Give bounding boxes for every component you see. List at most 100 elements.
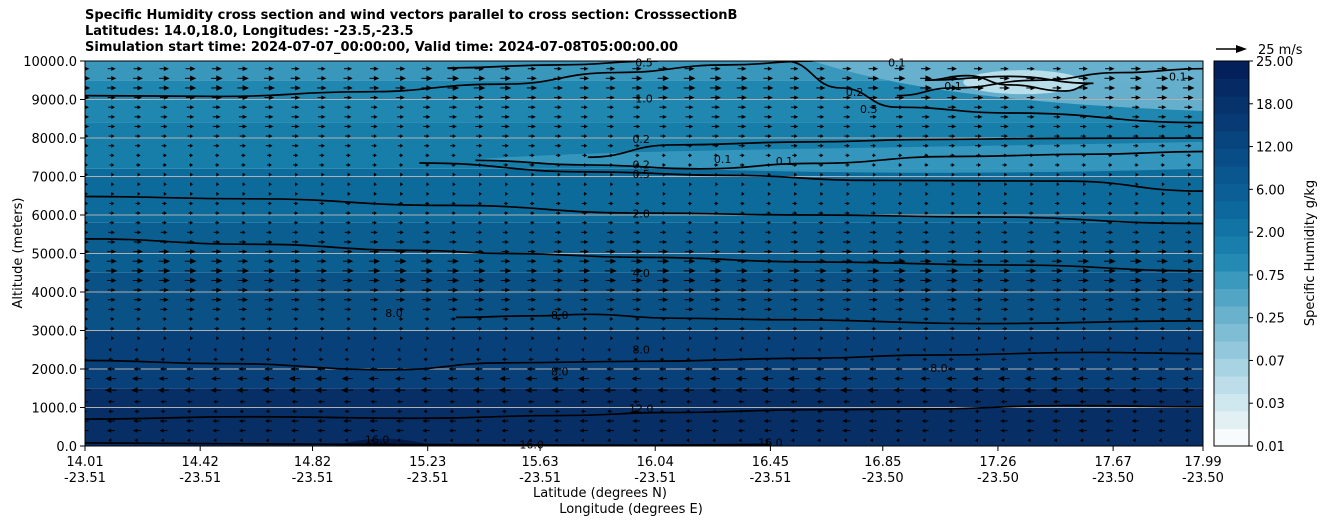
wind-arrow-head <box>160 438 164 443</box>
wind-arrow-head <box>712 438 716 443</box>
wind-arrow-head <box>212 418 217 423</box>
wind-arrow-head <box>526 366 532 372</box>
wind-arrow-head <box>1056 288 1062 293</box>
wind-arrow-head <box>764 347 768 352</box>
contour-label: 8.0 <box>551 309 569 322</box>
wind-arrow-head <box>557 239 562 244</box>
wind-arrow-head <box>1004 268 1011 274</box>
wind-arrow-head <box>531 114 536 119</box>
wind-arrow-head <box>1004 85 1010 91</box>
wind-arrow-head <box>1056 85 1062 91</box>
wind-arrow-head <box>478 287 485 293</box>
wind-arrow-head <box>997 387 1005 394</box>
wind-arrow-head <box>557 124 562 129</box>
wind-arrow-head <box>662 124 667 129</box>
wind-arrow-head <box>557 249 563 254</box>
wind-arrow-head <box>397 438 401 443</box>
wind-arrow-head <box>475 399 479 404</box>
wind-arrow-head <box>662 95 668 100</box>
wind-arrow-head <box>1004 211 1008 216</box>
wind-arrow-head <box>1056 239 1062 244</box>
wind-arrow-head <box>1030 201 1034 206</box>
wind-arrow-head <box>426 258 433 265</box>
wind-arrow-head <box>581 438 585 443</box>
wind-arrow-head <box>111 297 116 302</box>
wind-arrow-head <box>111 66 116 71</box>
wind-arrow-head <box>531 201 535 206</box>
wind-arrow-head <box>738 438 742 443</box>
wind-arrow-head <box>85 307 89 312</box>
wind-arrow-head <box>1083 287 1088 293</box>
wind-arrow-head <box>925 85 932 91</box>
wind-arrow-head <box>1188 249 1193 254</box>
wind-arrow-head <box>268 172 272 177</box>
wind-arrow-head <box>321 297 326 302</box>
wind-arrow-head <box>896 438 900 443</box>
y-axis: 0.01000.02000.03000.04000.05000.06000.07… <box>23 55 85 455</box>
wind-arrow-head <box>1188 95 1194 101</box>
wind-arrow-head <box>321 230 325 235</box>
wind-arrow-head <box>531 230 535 235</box>
wind-arrow-head <box>239 438 243 443</box>
wind-arrow-head <box>137 201 141 206</box>
wind-arrow-head <box>452 239 457 244</box>
wind-arrow-head <box>1161 162 1165 167</box>
wind-arrow-head <box>636 249 643 255</box>
wind-arrow-head <box>452 211 456 216</box>
wind-arrow-head <box>872 249 879 255</box>
wind-arrow-head <box>977 172 981 177</box>
wind-arrow-head <box>735 375 742 382</box>
wind-arrow-head <box>216 124 221 129</box>
wind-arrow-head <box>636 95 642 100</box>
wind-arrow-head <box>316 418 322 423</box>
wind-arrow-head <box>794 211 798 216</box>
wind-arrow-head <box>948 357 952 362</box>
wind-arrow-head <box>426 326 430 331</box>
wind-arrow-head <box>1135 162 1139 167</box>
y-tick-label: 5000.0 <box>32 248 78 263</box>
wind-arrow-head <box>846 220 850 225</box>
wind-arrow-head <box>977 277 984 283</box>
wind-arrow-head <box>531 336 535 341</box>
wind-arrow-head <box>741 239 746 244</box>
wind-arrow-head <box>426 277 433 284</box>
chart-title-line-2: Latitudes: 14.0,18.0, Longitudes: -23.5,… <box>85 24 414 39</box>
wind-arrow-head <box>633 438 637 443</box>
wind-arrow-head <box>689 75 696 82</box>
wind-arrow-head <box>922 409 926 414</box>
wind-arrow-head <box>662 134 666 139</box>
wind-arrow-head <box>85 278 91 283</box>
wind-arrow-head <box>584 172 588 177</box>
wind-arrow-head <box>111 249 117 254</box>
wind-arrow-head <box>295 75 301 81</box>
wind-arrow-head <box>478 191 482 196</box>
wind-arrow-head <box>190 153 194 158</box>
wind-arrow-head <box>163 66 169 72</box>
wind-arrow-head <box>85 326 88 331</box>
colorbar-swatch <box>1214 428 1249 447</box>
wind-arrow-head <box>295 201 299 206</box>
wind-arrow-head <box>137 316 141 321</box>
wind-arrow-head <box>505 307 510 312</box>
wind-arrow-head <box>137 307 142 312</box>
wind-arrow-head <box>1056 230 1061 235</box>
wind-arrow-head <box>948 418 952 423</box>
wind-arrow-head <box>216 172 220 177</box>
wind-arrow-head <box>163 230 168 235</box>
wind-arrow-head <box>813 387 821 394</box>
wind-arrow-head <box>137 267 145 274</box>
wind-arrow-head <box>85 220 88 225</box>
wind-arrow-head <box>505 85 512 91</box>
wind-arrow-head <box>295 268 301 274</box>
wind-arrow-head <box>531 191 535 196</box>
colorbar-swatch <box>1214 218 1249 237</box>
wind-arrow-head <box>473 376 479 382</box>
wind-arrow-head <box>1135 239 1141 244</box>
wind-arrow-head <box>584 105 588 110</box>
wind-arrow-head <box>452 307 458 312</box>
wind-arrow-head <box>396 399 401 404</box>
wind-arrow-head <box>216 326 220 331</box>
wind-arrow-head <box>158 376 164 381</box>
wind-arrow-head <box>1056 172 1060 177</box>
wind-arrow-head <box>737 428 742 433</box>
